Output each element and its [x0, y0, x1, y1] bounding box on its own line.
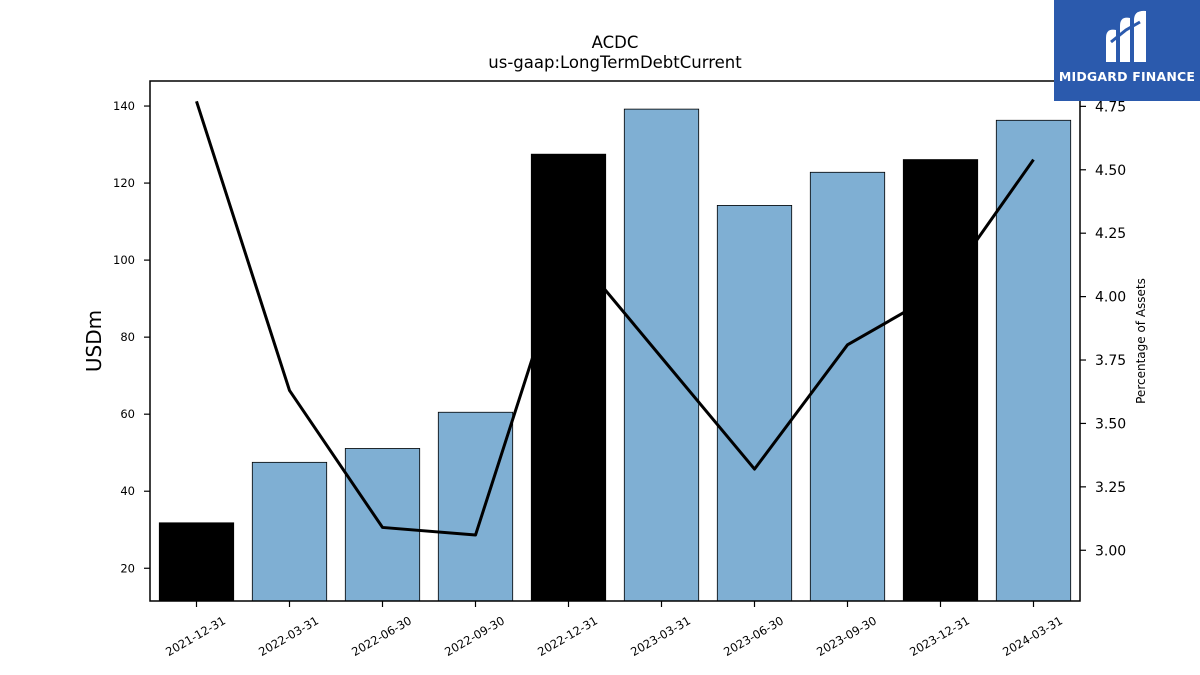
y-tick-label: 140: [113, 99, 135, 113]
bar-2023-03-31: [623, 108, 700, 602]
chart-subtitle: us-gaap:LongTermDebtCurrent: [488, 53, 742, 72]
x-tick-label: 2023-03-31: [628, 613, 693, 659]
y2-tick-label: 3.50: [1095, 416, 1126, 432]
x-tick-label: 2023-09-30: [814, 613, 879, 659]
x-tick-label: 2022-06-30: [349, 613, 414, 659]
y-tick-label: 60: [120, 407, 135, 421]
bar-2024-03-31: [995, 119, 1072, 602]
y2-tick-label: 3.00: [1095, 543, 1126, 559]
y-tick-label: 120: [113, 176, 135, 190]
y2-tick-label: 4.75: [1095, 99, 1126, 115]
bar-2023-06-30: [716, 205, 793, 602]
x-tick-label: 2023-06-30: [721, 613, 786, 659]
bars-layer: [158, 108, 1072, 602]
y2-tick-label: 3.75: [1095, 353, 1126, 369]
line-layer: [195, 100, 1035, 537]
y2-axis-label: Percentage of Assets: [1134, 278, 1148, 404]
y2-tick-label: 3.25: [1095, 480, 1126, 496]
y-axis-label: USDm: [82, 310, 106, 372]
logo-mark-icon: [1106, 10, 1146, 62]
x-tick-label: 2022-09-30: [442, 613, 507, 659]
bar-2021-12-31: [158, 522, 235, 602]
x-tick-label: 2023-12-31: [907, 613, 972, 659]
y-tick-label: 100: [113, 253, 135, 267]
midgard-finance-logo: MIDGARD FINANCE: [1054, 0, 1200, 101]
x-tick-label: 2024-03-31: [1000, 613, 1065, 659]
percentage-line: [195, 100, 1035, 537]
bar-2022-09-30: [437, 411, 514, 602]
bar-2022-12-31: [530, 153, 607, 602]
bar-2022-06-30: [344, 448, 421, 602]
y2-tick-label: 4.25: [1095, 226, 1126, 242]
y-tick-label: 80: [120, 330, 135, 344]
x-tick-label: 2022-12-31: [535, 613, 600, 659]
bar-2022-03-31: [251, 461, 328, 602]
y2-tick-label: 4.00: [1095, 290, 1126, 306]
bar-2023-09-30: [809, 171, 886, 602]
plot-frame: [149, 80, 1081, 602]
bar-2023-12-31: [902, 159, 979, 602]
y2-tick-label: 4.50: [1095, 163, 1126, 179]
chart-title: ACDC: [592, 33, 639, 52]
y-tick-label: 20: [120, 561, 135, 575]
y-tick-label: 40: [120, 484, 135, 498]
x-tick-label: 2022-03-31: [256, 613, 321, 659]
x-tick-label: 2021-12-31: [163, 613, 228, 659]
logo-text: MIDGARD FINANCE: [1058, 69, 1196, 84]
